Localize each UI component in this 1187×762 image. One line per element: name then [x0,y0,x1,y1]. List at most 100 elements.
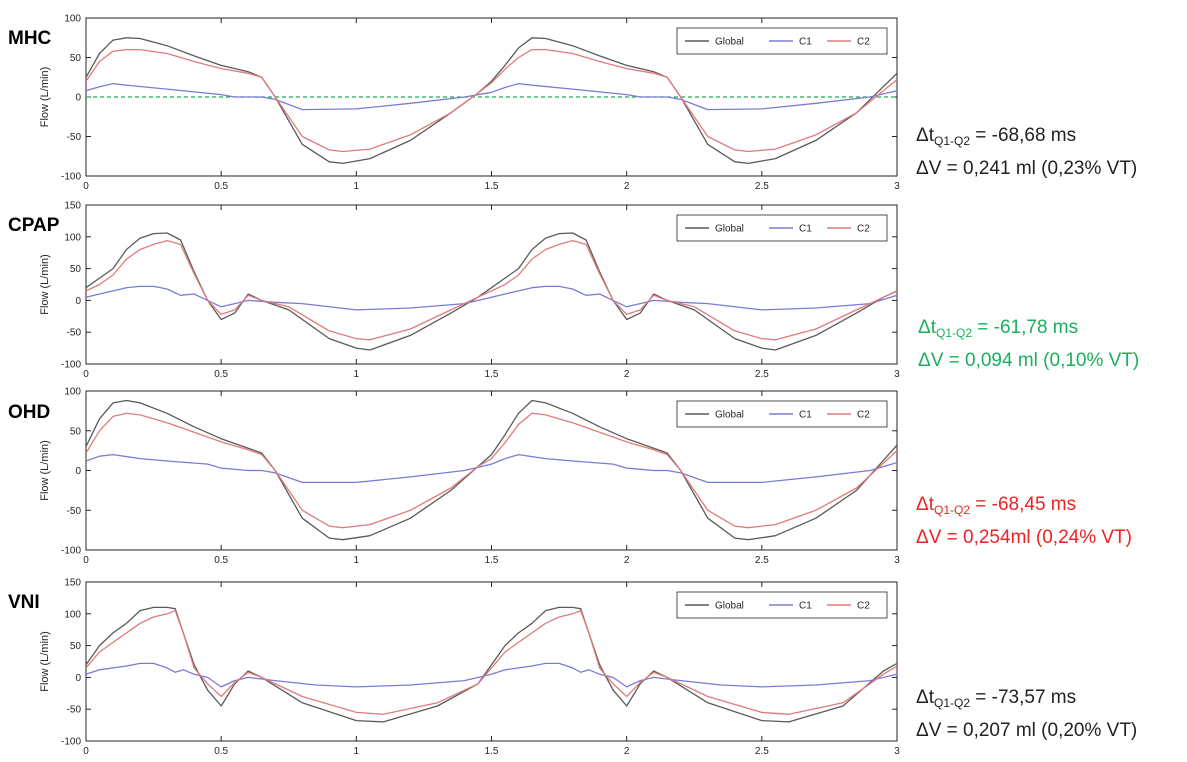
plot-mhc: 0 0.5 1 1.5 2 2.5 3 -100 -50 0 50 100 Flow (L/min) MH… [8,14,900,193]
y-axis-label: Flow (L/min) [39,631,51,692]
annotation-cpap: ΔtQ1-Q2 = -61,78 ms ΔV = 0,094 ml (0,10%… [918,314,1187,374]
y-axis-label: Flow (L/min) [39,67,51,128]
y-tick-label: -100 [61,360,81,371]
series-line-c1 [86,662,897,688]
series-line-c2 [86,609,897,715]
series-line-global [86,606,897,723]
x-tick-label: 0 [83,369,89,380]
x-tick-label: 2 [624,746,630,757]
legend-label: C2 [857,410,870,421]
y-tick-label: 0 [75,296,81,307]
y-tick-label: -50 [67,328,82,339]
y-tick-label: 150 [64,201,81,212]
x-tick-label: 0.5 [214,555,228,566]
x-tick-label: 0.5 [214,369,228,380]
x-tick-label: 1 [354,181,360,192]
x-tick-label: 0.5 [214,746,228,757]
panel-title: OHD [8,402,50,423]
delta-t-line: ΔtQ1-Q2 = -68,45 ms [916,494,1077,517]
y-tick-label: -50 [67,705,82,716]
y-tick-label: 50 [70,264,82,275]
plot-cpap: 0 0.5 1 1.5 2 2.5 3 -100 -50 0 50 100 150 Flow (L/min… [8,201,900,381]
legend-box [676,214,888,242]
x-tick-label: 0.5 [214,181,228,192]
series-line-global [86,232,897,351]
y-tick-label: 50 [70,53,82,64]
y-tick-label: 150 [64,578,81,589]
x-tick-label: 2.5 [755,746,769,757]
delta-t-line: ΔtQ1-Q2 = -61,78 ms [918,317,1079,340]
delta-v-line: ΔV = 0,207 ml (0,20% VT) [916,720,1138,741]
x-tick-label: 1.5 [485,746,499,757]
y-axis-label: Flow (L/min) [39,440,51,501]
delta-t-line: ΔtQ1-Q2 = -73,57 ms [916,687,1077,710]
legend: Global C1 C2 [676,27,888,55]
legend: Global C1 C2 [676,214,888,242]
annotation-mhc: ΔtQ1-Q2 = -68,68 ms ΔV = 0,241 ml (0,23%… [916,122,1186,182]
x-tick-label: 1.5 [485,555,499,566]
plot-ohd: 0 0.5 1 1.5 2 2.5 3 -100 -50 0 50 100 Flow (L/min) OH… [8,387,900,567]
delta-v-line: ΔV = 0,254ml (0,24% VT) [916,527,1132,548]
series-line-c1 [86,453,897,484]
x-tick-label: 2.5 [755,181,769,192]
legend-label: C2 [857,601,870,612]
y-tick-label: 100 [64,387,81,398]
x-tick-label: 1.5 [485,181,499,192]
y-tick-label: 0 [75,673,81,684]
series-line-c2 [86,239,897,341]
x-tick-label: 2 [624,555,630,566]
x-tick-label: 0 [83,555,89,566]
legend-label: C2 [857,224,870,235]
x-tick-label: 3 [894,181,900,192]
y-tick-label: 100 [64,609,81,620]
x-tick-label: 2 [624,181,630,192]
legend-label: Global [715,37,744,48]
series-line-c1 [86,285,897,311]
delta-v-line: ΔV = 0,094 ml (0,10% VT) [918,350,1140,371]
series-line-global [86,399,897,541]
x-tick-label: 0 [83,746,89,757]
y-tick-label: -50 [67,506,82,517]
y-tick-label: 100 [64,232,81,243]
panel-title: VNI [8,592,40,613]
x-tick-label: 0 [83,181,89,192]
x-tick-label: 2.5 [755,369,769,380]
x-tick-label: 3 [894,555,900,566]
y-tick-label: -100 [61,546,81,557]
delta-v-line: ΔV = 0,241 ml (0,23% VT) [916,158,1138,179]
delta-t-line: ΔtQ1-Q2 = -68,68 ms [916,125,1077,148]
x-tick-label: 1 [354,746,360,757]
series-line-c1 [86,82,897,111]
legend: Global C1 C2 [676,591,888,619]
legend-label: Global [715,224,744,235]
legend-label: C1 [799,410,812,421]
legend-label: C1 [799,224,812,235]
x-tick-label: 1 [354,555,360,566]
legend-label: C2 [857,37,870,48]
plot-vni: 0 0.5 1 1.5 2 2.5 3 -100 -50 0 50 100 150 Flow (L/min… [8,578,900,758]
legend-label: Global [715,410,744,421]
y-tick-label: -50 [67,132,82,143]
y-tick-label: -100 [61,737,81,748]
series-line-c2 [86,48,897,153]
y-tick-label: 50 [70,641,82,652]
x-tick-label: 1.5 [485,369,499,380]
legend-label: Global [715,601,744,612]
panel-title: MHC [8,28,52,49]
y-tick-label: -100 [61,172,81,183]
annotation-vni: ΔtQ1-Q2 = -73,57 ms ΔV = 0,207 ml (0,20%… [916,684,1186,744]
y-tick-label: 0 [75,93,81,104]
annotation-ohd: ΔtQ1-Q2 = -68,45 ms ΔV = 0,254ml (0,24% … [916,491,1186,551]
panel-title: CPAP [8,215,60,236]
legend-label: C1 [799,601,812,612]
x-tick-label: 2 [624,369,630,380]
x-tick-label: 1 [354,369,360,380]
y-axis-label: Flow (L/min) [39,254,51,315]
y-tick-label: 100 [64,14,81,25]
legend-label: C1 [799,37,812,48]
x-tick-label: 3 [894,746,900,757]
legend: Global C1 C2 [676,400,888,428]
y-tick-label: 50 [70,426,82,437]
y-tick-label: 0 [75,466,81,477]
